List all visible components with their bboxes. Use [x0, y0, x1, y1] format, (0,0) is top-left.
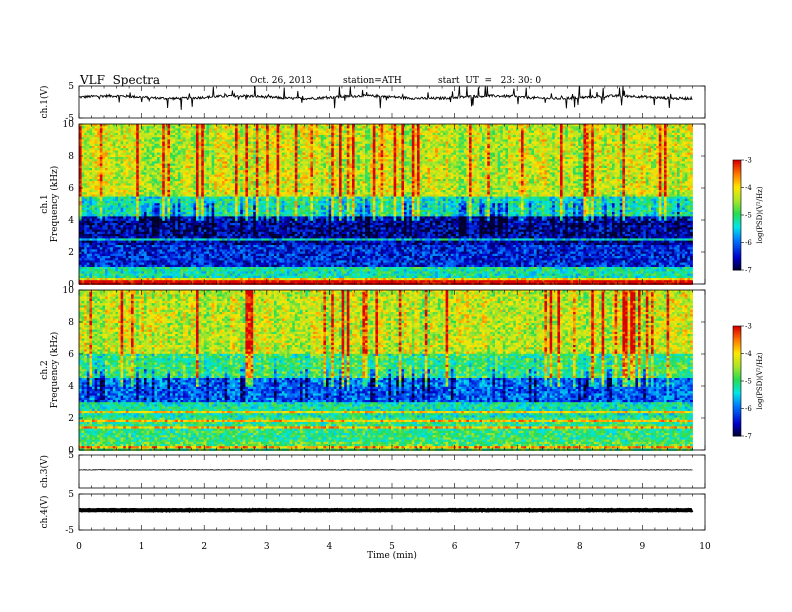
- y-tick-label: 2: [68, 248, 74, 258]
- y-tick-label: 6: [68, 184, 74, 194]
- x-tick-label: 0: [76, 542, 82, 552]
- y-tick-label: 10: [63, 286, 75, 296]
- y-axis-label: Frequency (kHz): [49, 332, 60, 409]
- y-tick-label: 5: [68, 490, 74, 500]
- y-tick-label: 4: [68, 382, 74, 392]
- y-tick-label: -5: [65, 526, 74, 536]
- y-tick-label: 5: [68, 82, 74, 92]
- channel-label: ch.2: [40, 360, 50, 379]
- colorbar-tick-label: -3: [745, 323, 752, 331]
- colorbar-tick-label: -7: [745, 433, 752, 441]
- waveform-trace: [79, 510, 693, 511]
- colorbar-label: log(PSD)(V²/Hz): [756, 186, 764, 243]
- y-tick-label: 2: [68, 414, 74, 424]
- spectrogram-cells: [79, 124, 693, 285]
- x-tick-label: 7: [514, 542, 520, 552]
- x-axis-label: Time (min): [367, 550, 417, 561]
- ch1-colorbar: -3 -4 -5 -6 -7 log(PSD)(V²/Hz): [733, 157, 764, 275]
- colorbar-tick-label: -6: [745, 405, 752, 413]
- y-axis-label: ch.1(V): [39, 86, 50, 119]
- waveform-trace: [79, 470, 693, 471]
- y-axis-label: ch.4(V): [39, 496, 50, 529]
- x-tick-label: 10: [699, 542, 711, 552]
- y-tick-label: 4: [68, 216, 74, 226]
- y-tick-label: 8: [68, 152, 74, 162]
- x-tick-label: 8: [577, 542, 583, 552]
- colorbar-tick-label: -4: [745, 184, 752, 192]
- ch2-colorbar: -3 -4 -5 -6 -7 log(PSD)(V²/Hz): [733, 323, 764, 441]
- y-tick-label: 10: [63, 120, 75, 130]
- y-tick-label: 8: [68, 318, 74, 328]
- colorbar-tick-label: -5: [745, 378, 752, 386]
- colorbar-tick-label: -3: [745, 157, 752, 165]
- x-tick-label: 6: [452, 542, 458, 552]
- x-tick-label: 4: [327, 542, 333, 552]
- spectrogram-cells: [79, 290, 693, 451]
- colorbar-tick-label: -5: [745, 212, 752, 220]
- y-axis-label: ch.3(V): [39, 455, 50, 488]
- channel-label: ch.1: [40, 194, 50, 213]
- y-axis-label: Frequency (kHz): [49, 166, 60, 243]
- x-tick-label: 2: [201, 542, 207, 552]
- colorbar-tick-label: -4: [745, 350, 752, 358]
- colorbar-tick-label: -7: [745, 267, 752, 275]
- waveform-trace: [79, 86, 693, 110]
- x-tick-label: 3: [264, 542, 270, 552]
- y-tick-label: 5: [68, 451, 74, 461]
- x-tick-label: 1: [139, 542, 145, 552]
- x-tick-label: 9: [640, 542, 646, 552]
- colorbar-tick-label: -6: [745, 239, 752, 247]
- ch4-waveform-panel: ch.4(V) 5 -5: [39, 490, 705, 536]
- colorbar-label: log(PSD)(V²/Hz): [756, 352, 764, 409]
- y-tick-label: 6: [68, 350, 74, 360]
- ch1-waveform-panel: ch.1(V) 5-5: [39, 82, 705, 124]
- ch3-waveform-panel: ch.3(V) 5: [39, 451, 705, 488]
